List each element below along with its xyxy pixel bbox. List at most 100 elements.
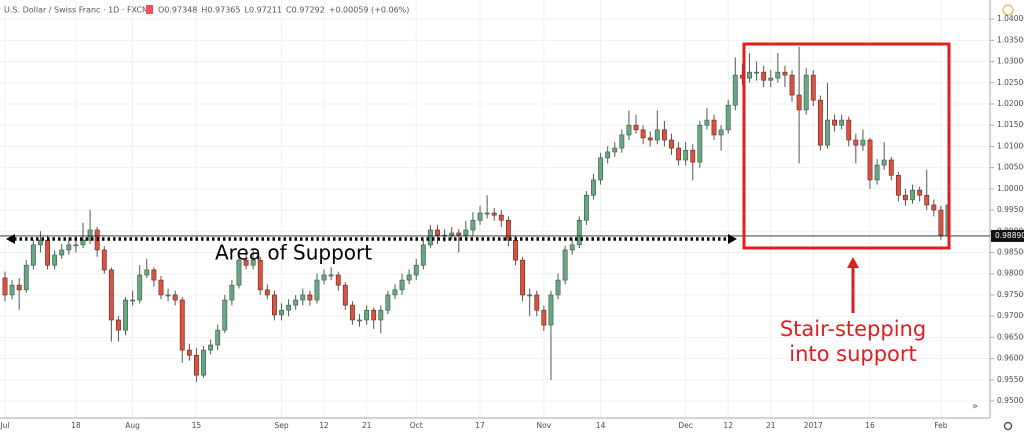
x-tick-label: Dec [678,421,693,430]
candle-body [846,119,852,141]
candle-body [399,279,405,291]
candle-body [732,74,738,106]
candle-body [796,94,802,111]
candle-body [789,74,795,96]
candle-body [279,309,284,316]
y-tick-label: 1.00000 [997,184,1024,193]
candle-body [931,204,937,211]
candle-body [881,159,887,166]
x-tick-label: 14 [596,421,606,430]
candle-body [45,239,50,266]
candle-body [406,274,412,281]
y-tick-label: 1.03000 [997,57,1024,66]
candle-body [860,139,866,146]
candle-body [186,349,192,356]
candle-body [172,294,178,301]
y-tick-label: 1.04000 [997,14,1024,23]
candle-body [576,219,582,246]
candle-body [562,249,568,281]
candle-body [413,264,419,276]
x-tick-label: 2017 [804,421,823,430]
candle-body [101,249,107,271]
candle-body [761,71,767,81]
candle-body [491,212,497,216]
candle-body [754,71,759,74]
candle-body [711,119,717,136]
x-tick-label: Jul [0,421,10,430]
candle-body [555,279,561,296]
y-tick-label: 1.03500 [997,35,1024,44]
header-value: O0.97348 [158,6,197,15]
candle-body [243,259,249,266]
callout-line: into support [789,342,917,366]
candle-body [895,174,901,196]
x-tick-label: Nov [537,421,552,430]
candle-body [825,119,830,146]
x-tick-label: 12 [319,421,329,430]
candle-body [264,289,270,296]
candle-body [335,274,341,286]
candle-body [810,74,816,101]
candle-body [832,119,837,126]
candle-body [874,164,880,181]
candle-body [697,124,703,163]
candle-body [683,149,689,161]
arrow-head-left [6,234,15,244]
y-tick-label: 0.99500 [997,205,1024,214]
candle-body [477,212,483,221]
candle-body [300,294,306,301]
candle-body [307,294,313,301]
support-label: Area of Support [215,241,372,265]
candle-body [725,104,731,131]
candle-body [229,284,235,301]
highlight-box [742,42,951,250]
scroll-button[interactable]: » [972,401,978,412]
candle-body [194,354,199,376]
candle-body [328,274,334,277]
candle-body [222,299,228,331]
candle-body [541,309,547,326]
candle-body [23,264,29,291]
x-tick-label: 21 [362,421,372,430]
candle-body [803,74,809,111]
candle-body [16,284,22,291]
candle-body [910,189,915,201]
candle-body [38,239,43,246]
candle-body [690,149,696,163]
candle-body [839,119,845,126]
candle-body [647,137,653,141]
candle-body [179,299,185,351]
x-tick-label: Oct [410,421,423,430]
candle-body [676,147,681,161]
candle-body [569,244,575,251]
candle-body [385,294,391,311]
candle-body [293,299,299,306]
candle-body [591,179,596,196]
candle-body [151,269,157,281]
candle-body [747,71,752,79]
grid [0,0,990,418]
candle-body [626,124,632,136]
candle-body [215,329,221,346]
candle-body [456,232,462,236]
candle-body [73,244,79,247]
header-value: H0.97365 [201,6,240,15]
price-label: 0.98890 [995,231,1024,240]
candle-body [257,259,263,291]
candle-body [463,229,469,236]
candle-body [30,244,36,266]
candle-body [378,309,384,321]
candle-body [548,294,554,326]
candle-body [612,147,618,153]
candle-body [144,269,150,276]
settings-icon[interactable] [1003,421,1013,431]
candle-body [633,124,639,131]
candles [2,46,951,382]
candle-body [782,71,788,76]
